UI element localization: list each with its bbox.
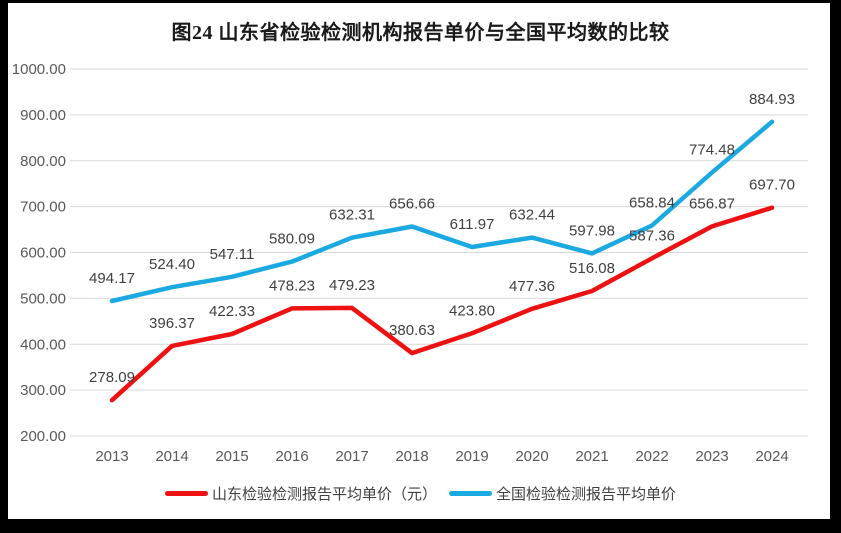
data-label-shandong: 380.63 <box>389 322 435 339</box>
legend-item-national: 全国检验检测报告平均单价 <box>449 483 676 504</box>
data-label-shandong: 477.36 <box>509 278 555 295</box>
y-axis-tick-label: 700.00 <box>20 199 66 216</box>
legend-label-national: 全国检验检测报告平均单价 <box>496 485 677 503</box>
data-label-national: 632.44 <box>509 207 555 224</box>
data-label-national: 632.31 <box>329 207 375 224</box>
chart-legend: 山东检验检测报告平均单价（元） 全国检验检测报告平均单价 <box>0 482 841 504</box>
data-label-national: 494.17 <box>89 270 135 287</box>
series-line-shandong <box>109 205 775 403</box>
x-axis-tick-label: 2014 <box>155 448 188 465</box>
y-axis-tick-label: 300.00 <box>20 382 66 399</box>
data-label-national: 884.93 <box>749 91 795 108</box>
y-axis-tick-label: 800.00 <box>20 153 66 170</box>
legend-item-shandong: 山东检验检测报告平均单价（元） <box>164 483 437 504</box>
legend-line-sample-national <box>449 490 492 496</box>
y-axis-tick-label: 200.00 <box>20 428 66 445</box>
legend-label-shandong: 山东检验检测报告平均单价（元） <box>211 485 437 503</box>
chart-title: 图24 山东省检验检测机构报告单价与全国平均数的比较 <box>171 22 670 44</box>
x-axis-tick-label: 2013 <box>95 448 128 465</box>
data-label-national: 611.97 <box>450 216 495 233</box>
y-axis-tick-label: 500.00 <box>20 290 66 307</box>
data-label-national: 774.48 <box>689 141 735 158</box>
data-label-national: 580.09 <box>269 231 315 248</box>
y-axis-tick-label: 900.00 <box>20 107 66 124</box>
data-label-shandong: 656.87 <box>689 195 735 212</box>
y-axis-tick-label: 600.00 <box>20 245 66 262</box>
legend-line-sample-shandong <box>164 490 208 496</box>
x-axis-tick-label: 2021 <box>575 448 608 465</box>
data-label-shandong: 423.80 <box>449 302 495 319</box>
x-axis-tick-label: 2022 <box>635 448 668 465</box>
data-label-national: 524.40 <box>149 256 195 273</box>
data-label-shandong: 478.23 <box>269 277 315 294</box>
data-label-shandong: 479.23 <box>329 277 375 294</box>
series-line-national <box>109 119 775 304</box>
data-label-shandong: 278.09 <box>89 369 135 386</box>
chart-background <box>8 3 830 519</box>
data-label-national: 597.98 <box>569 222 615 239</box>
data-label-shandong: 697.70 <box>749 177 795 194</box>
data-label-shandong: 396.37 <box>149 315 195 332</box>
y-axis-tick-label: 1000.00 <box>12 61 66 78</box>
x-axis-tick-label: 2016 <box>275 448 308 465</box>
y-axis-tick-label: 400.00 <box>20 336 66 353</box>
x-axis-tick-label: 2018 <box>395 448 428 465</box>
x-axis-tick-label: 2023 <box>695 448 728 465</box>
x-axis-tick-label: 2019 <box>455 448 488 465</box>
x-axis-tick-label: 2015 <box>215 448 248 465</box>
x-axis-tick-label: 2024 <box>755 448 788 465</box>
data-label-national: 547.11 <box>210 246 255 263</box>
data-label-national: 656.66 <box>389 196 435 213</box>
data-label-shandong: 516.08 <box>569 260 615 277</box>
x-axis-tick-label: 2020 <box>515 448 548 465</box>
data-label-shandong: 422.33 <box>209 303 255 320</box>
data-label-national: 658.84 <box>629 195 675 212</box>
data-label-shandong: 587.36 <box>629 227 675 244</box>
x-axis-tick-label: 2017 <box>335 448 368 465</box>
